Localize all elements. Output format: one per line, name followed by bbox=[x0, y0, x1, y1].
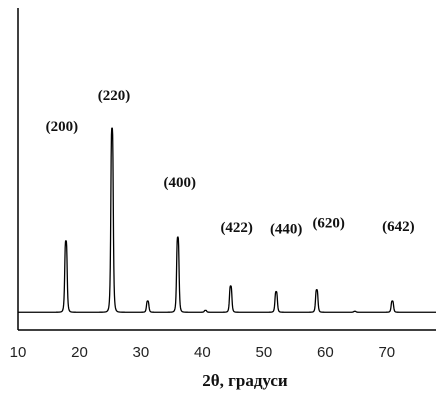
peak-label: (220) bbox=[98, 88, 131, 104]
x-tick-label: 20 bbox=[71, 344, 88, 361]
peak-label: (642) bbox=[382, 219, 415, 235]
x-tick-label: 40 bbox=[194, 344, 211, 361]
peak-label: (200) bbox=[46, 119, 79, 135]
x-axis-title: 2θ, градуси bbox=[202, 371, 288, 390]
xrd-pattern-line bbox=[17, 127, 437, 313]
peak-label: (422) bbox=[220, 220, 253, 236]
xrd-trace bbox=[17, 127, 437, 313]
peak-label: (400) bbox=[164, 175, 197, 191]
x-tick-labels: 10 20 30 40 50 60 70 bbox=[10, 344, 395, 361]
peak-label: (440) bbox=[270, 222, 303, 238]
chart-axes bbox=[17, 8, 436, 331]
x-tick-label: 50 bbox=[256, 344, 273, 361]
x-tick-label: 70 bbox=[378, 344, 395, 361]
x-tick-label: 30 bbox=[133, 344, 150, 361]
x-tick-label: 60 bbox=[317, 344, 334, 361]
x-tick-label: 10 bbox=[10, 344, 27, 361]
peak-labels: (200) (220) (400) (422) (440) (620) (642) bbox=[46, 88, 415, 238]
peak-label: (620) bbox=[312, 216, 345, 232]
